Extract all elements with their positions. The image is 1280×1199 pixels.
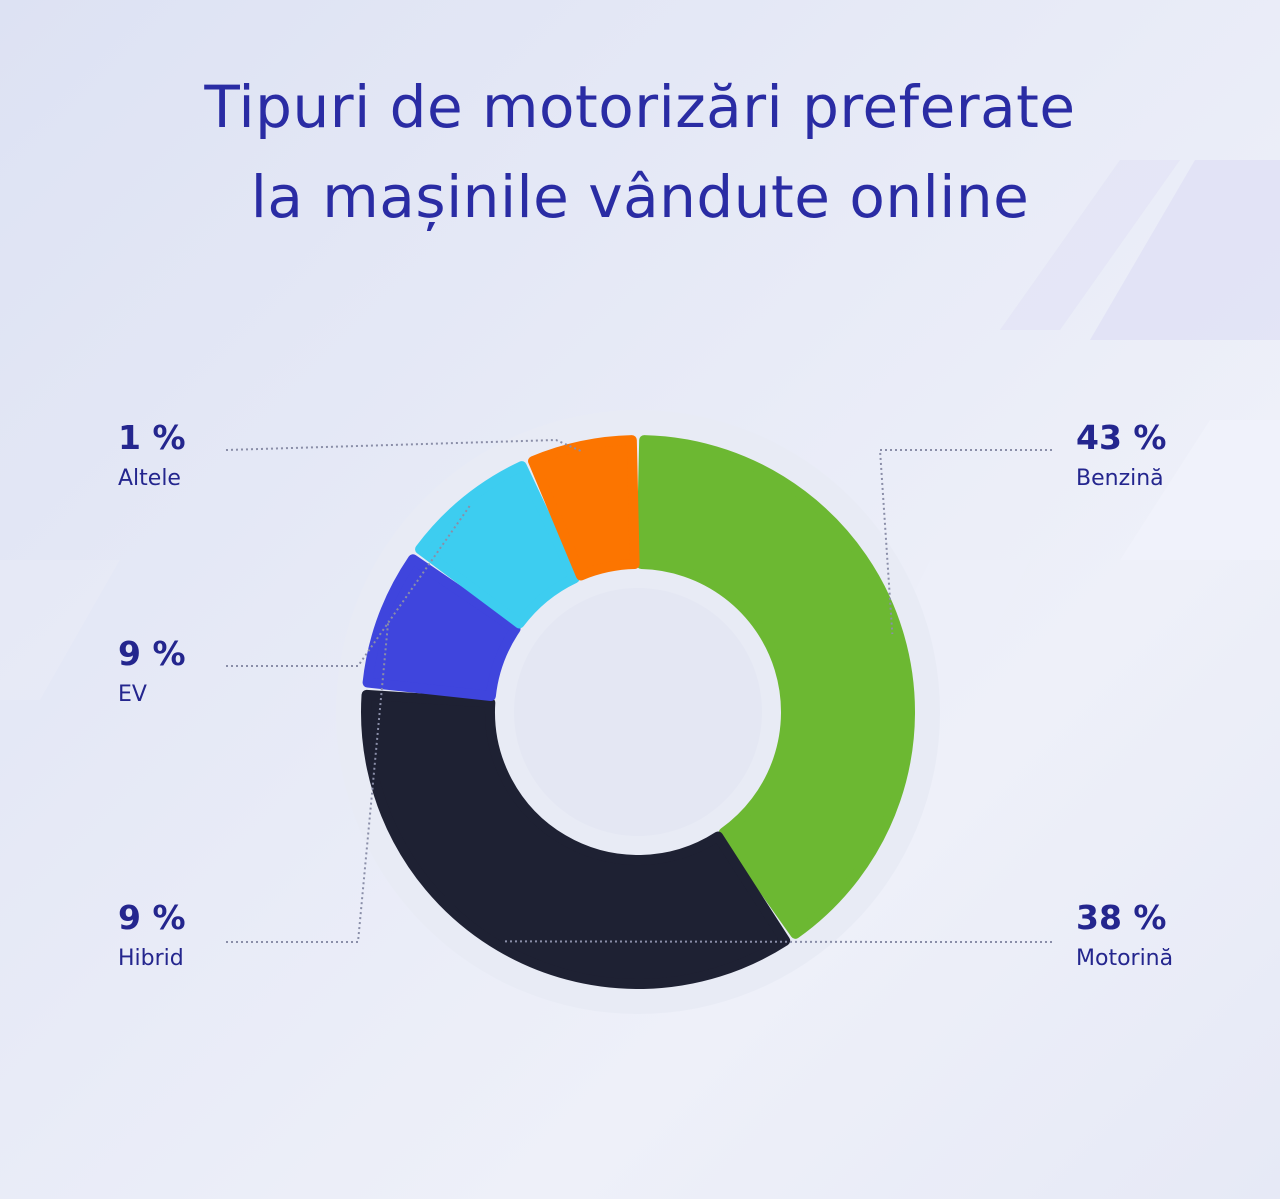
slice-value-altele: 1 % xyxy=(118,418,186,457)
leader-line-altele xyxy=(225,438,584,453)
donut-slice-altele xyxy=(528,435,640,581)
leader-line-motorina xyxy=(503,940,1052,943)
slice-value-hibrid: 9 % xyxy=(118,898,186,937)
slice-name-ev: EV xyxy=(118,682,147,707)
slice-name-hibrid: Hibrid xyxy=(118,946,184,971)
chart-title-line-2: la mașinile vândute online xyxy=(250,163,1030,231)
slice-label-benzina: 43 % Benzină xyxy=(1076,418,1166,494)
slice-value-benzina: 43 % xyxy=(1076,418,1167,457)
chart-title-line-1: Tipuri de motorizări preferate xyxy=(204,73,1076,141)
donut-slice-motorina xyxy=(361,689,791,989)
leader-line-hibrid xyxy=(226,620,390,943)
slice-label-hibrid: 9 % Hibrid xyxy=(118,898,186,974)
donut-slice-benzina xyxy=(636,435,915,939)
slice-label-motorina: 38 % Motorină xyxy=(1076,898,1173,974)
slice-name-altele: Altele xyxy=(118,466,181,491)
leader-line-ev xyxy=(226,505,471,667)
slice-value-motorina: 38 % xyxy=(1076,898,1167,937)
slice-name-motorina: Motorină xyxy=(1076,946,1174,971)
slice-label-altele: 1 % Altele xyxy=(118,418,186,494)
ring-center xyxy=(514,588,762,836)
donut-slice-ev xyxy=(415,461,580,629)
chart-title: Tipuri de motorizări preferate la mașini… xyxy=(0,62,1280,242)
slice-label-ev: 9 % EV xyxy=(118,634,186,710)
leader-line-benzina xyxy=(878,449,1052,635)
slice-name-benzina: Benzină xyxy=(1076,466,1164,491)
slice-value-ev: 9 % xyxy=(118,634,186,673)
